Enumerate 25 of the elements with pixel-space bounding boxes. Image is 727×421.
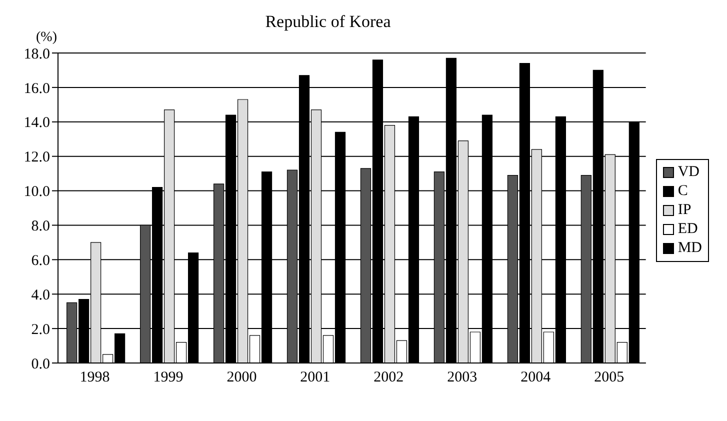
- legend-label: MD: [678, 239, 702, 258]
- y-tick-label: 2.0: [31, 322, 50, 338]
- legend-label: ED: [678, 220, 698, 239]
- x-tick-label: 1999: [153, 370, 184, 386]
- x-tick-label: 2002: [374, 370, 404, 386]
- x-tick-label: 1998: [80, 370, 110, 386]
- y-tick-label: 10.0: [24, 184, 50, 200]
- legend-label: C: [678, 182, 688, 201]
- legend-label: VD: [678, 163, 700, 182]
- y-tick-label: 8.0: [31, 218, 50, 235]
- y-tick-label: 16.0: [24, 80, 50, 97]
- y-axis-title: (%): [36, 30, 57, 46]
- y-tick-label: 0.0: [31, 356, 50, 372]
- y-tick-label: 18.0: [24, 46, 50, 62]
- y-tick-label: 6.0: [31, 252, 50, 269]
- y-tick-label: 4.0: [31, 287, 50, 304]
- x-tick-label: 2003: [447, 370, 478, 386]
- chart-title: Republic of Korea: [265, 12, 391, 31]
- x-tick-label: 2004: [520, 370, 552, 386]
- y-tick-label: 12.0: [24, 150, 50, 166]
- x-tick-label: 2000: [226, 370, 257, 386]
- x-tick-label: 2005: [594, 370, 624, 386]
- x-tick-label: 2001: [300, 370, 330, 386]
- y-tick-label: 14.0: [24, 115, 50, 132]
- legend-label: IP: [678, 201, 692, 220]
